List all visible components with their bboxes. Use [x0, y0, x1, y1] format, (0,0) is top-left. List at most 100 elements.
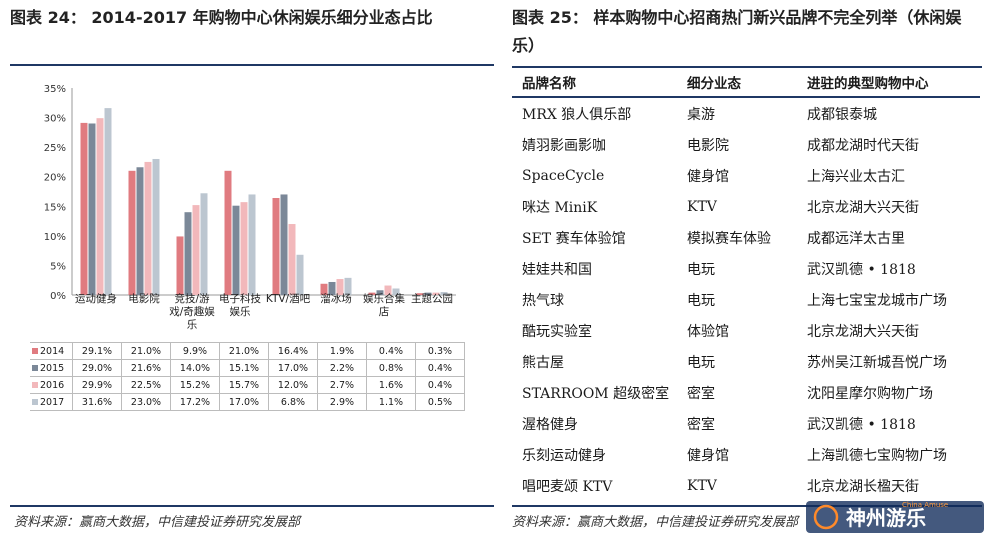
- bar-2016-4: [288, 224, 296, 295]
- table-row: 咪达 MiniK KTV 北京龙湖大兴天街: [512, 191, 980, 222]
- series-row: 2017 31.6% 23.0% 17.2% 17.0% 6.8% 2.9% 1.1% 0.5%: [30, 393, 465, 411]
- value-cell: 1.1%: [366, 393, 416, 411]
- category-cell: 电玩: [687, 292, 715, 309]
- table-row: 熊古屋 电玩 苏州吴江新城吾悦广场: [512, 346, 980, 377]
- value-cell: 23.0%: [121, 393, 171, 411]
- value-cell: 17.0%: [219, 393, 269, 411]
- table-row: 渥格健身 密室 武汉凯德 • 1818: [512, 408, 980, 439]
- bar-2015-3: [232, 205, 240, 295]
- bar-2017-7: [440, 292, 448, 295]
- value-cell: 9.9%: [170, 342, 220, 360]
- header-category: 细分业态: [677, 68, 797, 98]
- mall-cell: 北京龙湖大兴天街: [807, 323, 919, 340]
- table-row: 乐刻运动健身 健身馆 上海凯德七宝购物广场: [512, 439, 980, 470]
- bar-2016-5: [336, 279, 344, 295]
- x-category-label: 主题公园: [411, 293, 453, 305]
- left-figure-title: 图表 24： 2014-2017 年购物中心休闲娱乐细分业态占比: [10, 8, 433, 27]
- table-row: 酷玩实验室 体验馆 北京龙湖大兴天街: [512, 315, 980, 346]
- value-cell: 1.6%: [366, 376, 416, 394]
- value-cell: 2.9%: [317, 393, 367, 411]
- right-title-rule: [512, 66, 982, 68]
- value-cell: 29.9%: [72, 376, 122, 394]
- mall-cell: 北京龙湖大兴天街: [807, 199, 919, 216]
- x-category-label: 竞技/游戏/奇趣娱乐: [169, 293, 215, 331]
- value-cell: 0.3%: [415, 342, 465, 360]
- right-figure-title: 图表 25： 样本购物中心招商热门新兴品牌不完全列举（休闲娱乐）: [512, 8, 962, 55]
- series-row: 2015 29.0% 21.6% 14.0% 15.1% 17.0% 2.2% 0.8% 0.4…: [30, 359, 465, 377]
- legend-swatch: [32, 348, 38, 354]
- legend-swatch: [32, 399, 38, 405]
- bar-2015-6: [376, 290, 384, 295]
- x-category-label: 运动健身: [75, 293, 117, 305]
- watermark-text: 神州游乐: [846, 506, 926, 530]
- table-row: SET 赛车体验馆 模拟赛车体验 成都远洋太古里: [512, 222, 980, 253]
- y-tick-label: 10%: [44, 232, 66, 243]
- category-cell: KTV: [687, 198, 717, 215]
- category-cell: 密室: [687, 416, 715, 433]
- value-cell: 15.2%: [170, 376, 220, 394]
- legend-swatch: [32, 365, 38, 371]
- x-category-label: 电影院: [128, 293, 160, 305]
- chart-panel: 0% 5% 10% 15% 20% 25% 30% 35%: [16, 72, 494, 502]
- mall-cell: 上海七宝宝龙城市广场: [807, 292, 947, 309]
- category-cell: 桌游: [687, 106, 715, 123]
- y-tick-label: 30%: [44, 114, 66, 125]
- brand-name-cell: 酷玩实验室: [522, 323, 592, 340]
- brand-name-cell: SpaceCycle: [522, 167, 605, 184]
- bar-2016-2: [192, 205, 200, 295]
- value-cell: 6.8%: [268, 393, 318, 411]
- value-cell: 14.0%: [170, 359, 220, 377]
- bar-2017-0: [104, 108, 112, 295]
- right-bottom-rule: [512, 505, 982, 507]
- mall-cell: 沈阳星摩尔购物广场: [807, 385, 933, 402]
- value-cell: 0.4%: [366, 342, 416, 360]
- value-cell: 21.0%: [121, 342, 171, 360]
- bar-2017-1: [152, 158, 160, 295]
- brand-name-cell: STARROOM 超级密室: [522, 385, 670, 402]
- bar-2014-7: [416, 293, 424, 295]
- brand-name-cell: 咪达 MiniK: [522, 199, 598, 216]
- x-category-label: 溜冰场: [320, 293, 352, 305]
- mall-cell: 武汉凯德 • 1818: [807, 416, 916, 433]
- table-row: SpaceCycle 健身馆 上海兴业太古汇: [512, 160, 980, 191]
- bar-2016-7: [432, 292, 440, 295]
- bar-2015-5: [328, 281, 336, 295]
- y-tick-label: 5%: [50, 261, 66, 272]
- x-category-label: 娱乐合集店: [363, 293, 405, 318]
- value-cell: 0.4%: [415, 359, 465, 377]
- bar-2016-3: [240, 202, 248, 295]
- right-source-note: 资料来源：赢商大数据，中信建投证券研究发展部: [512, 515, 799, 530]
- bar-2014-2: [176, 236, 184, 295]
- legend-swatch: [32, 382, 38, 388]
- value-cell: 21.0%: [219, 342, 269, 360]
- mall-cell: 北京龙湖长楹天街: [807, 478, 919, 495]
- legend-entry: 2015: [30, 359, 73, 377]
- brand-name-cell: 热气球: [522, 292, 564, 309]
- bar-2017-2: [200, 193, 208, 295]
- brand-name-cell: 渥格健身: [522, 416, 578, 433]
- category-cell: 电影院: [687, 137, 729, 154]
- bar-2014-6: [368, 292, 376, 295]
- bar-2014-0: [80, 122, 88, 295]
- table-row: 娃娃共和国 电玩 武汉凯德 • 1818: [512, 253, 980, 284]
- bar-2016-0: [96, 118, 104, 295]
- legend-entry: 2017: [30, 393, 73, 411]
- value-cell: 29.1%: [72, 342, 122, 360]
- legend-label: 2016: [40, 379, 65, 391]
- bar-2017-4: [296, 254, 304, 295]
- mall-cell: 上海兴业太古汇: [807, 168, 905, 185]
- value-cell: 17.0%: [268, 359, 318, 377]
- bar-2014-5: [320, 283, 328, 295]
- brand-name-cell: SET 赛车体验馆: [522, 230, 626, 247]
- brand-name-cell: 唱吧麦颂 KTV: [522, 478, 613, 495]
- bar-2014-3: [224, 170, 232, 295]
- left-source-note: 资料来源：赢商大数据，中信建投证券研究发展部: [14, 515, 301, 530]
- watermark-subtext: China Amuse: [902, 501, 948, 509]
- brand-name-cell: MRX 狼人俱乐部: [522, 106, 632, 123]
- y-tick-label: 35%: [44, 84, 66, 95]
- bar-2016-1: [144, 161, 152, 295]
- value-cell: 17.2%: [170, 393, 220, 411]
- bar-2014-4: [272, 198, 280, 295]
- watermark-logo: 神州游乐 China Amuse: [806, 501, 984, 533]
- x-category-label: KTV/酒吧: [265, 293, 311, 305]
